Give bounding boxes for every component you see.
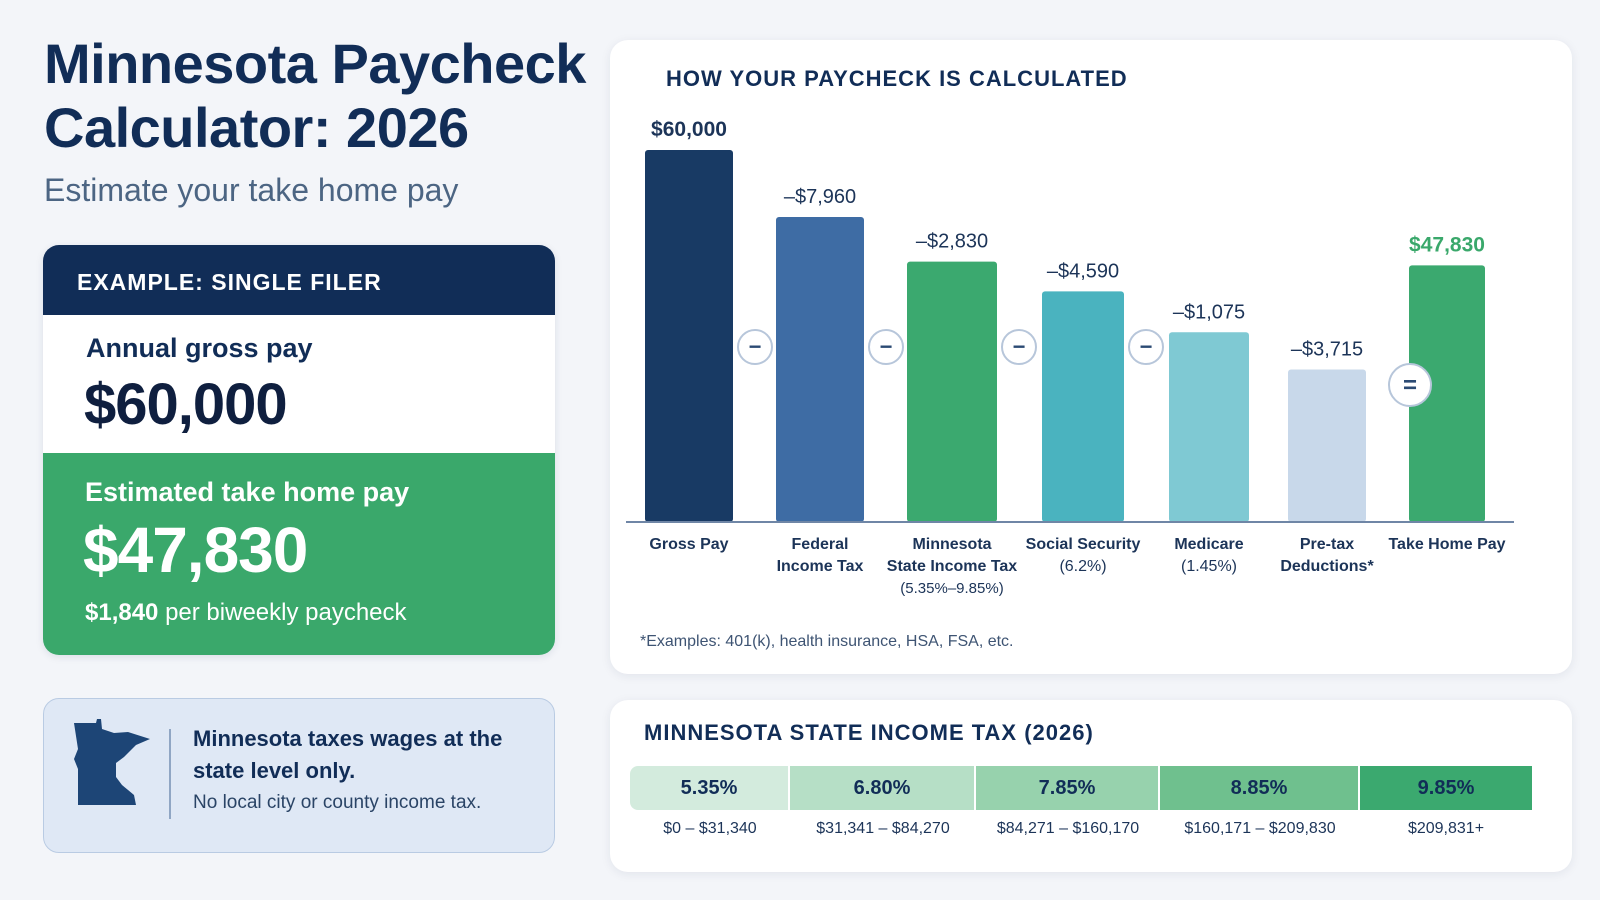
tax-bracket-bar: 5.35% 6.80% 7.85% 8.85% 9.85% [630,766,1552,810]
tax-bracket-rate: 9.85% [1360,766,1532,810]
bar-1 [776,216,864,522]
operator-symbol: = [1403,372,1417,399]
x-tick-label: Federal [792,536,849,553]
x-tick-label: Social Security [1026,536,1141,553]
gross-pay-value: $60,000 [84,372,288,437]
tax-bracket-range: $0 – $31,340 [663,820,757,837]
take-home-value: $47,830 [83,514,308,586]
tax-bracket-title: MINNESOTA STATE INCOME TAX (2026) [644,720,1094,745]
note-sub-text: No local city or county income tax. [193,792,482,813]
bar-3 [1042,291,1124,522]
x-tick-label: Pre-tax [1300,536,1354,553]
paycheck-chart-card: $60,000 Gross Pay –$7,960 Federal Income Tax… [610,40,1572,674]
minus-icon [1128,329,1164,365]
bar-value-label: $60,000 [651,118,727,141]
biweekly-suffix: per biweekly paycheck [158,599,407,626]
bar-4 [1169,332,1249,522]
bar-value-label: –$3,715 [1291,338,1363,360]
bar-value-label: $47,830 [1409,233,1485,256]
paycheck-chart: $60,000 Gross Pay –$7,960 Federal Income Tax… [626,118,1514,597]
page-title: Minnesota Paycheck Calculator: 2026 [44,32,586,159]
page-subtitle: Estimate your take home pay [44,172,459,208]
x-tick-label: Take Home Pay [1388,536,1505,553]
tax-bracket-range: $209,831+ [1407,820,1485,837]
x-tick-label: State Income Tax [887,558,1018,575]
bar-value-label: –$1,075 [1173,301,1245,323]
gross-pay-label: Annual gross pay [86,333,313,363]
x-tick-label: (5.35%–9.85%) [900,580,1003,597]
tax-bracket-card: MINNESOTA STATE INCOME TAX (2026) 5.35% 6… [610,700,1572,872]
bar-value-label: –$2,830 [916,231,988,253]
take-home-label: Estimated take home pay [85,477,410,507]
chart-footnote: *Examples: 401(k), health insurance, HSA… [640,633,1014,650]
bar-value-label: –$4,590 [1047,260,1119,282]
note-divider [169,729,171,819]
tax-bracket-rate: 8.85% [1160,766,1360,810]
operator-symbol: − [880,334,893,359]
x-tick-label: Medicare [1174,536,1243,553]
tax-bracket-ranges: $0 – $31,340 $31,341 – $84,270 $84,271 – $… [630,820,1552,838]
x-tick-label: Gross Pay [649,536,728,553]
state-tax-note: Minnesota taxes wages at the state level… [43,698,555,853]
chart-title: HOW YOUR PAYCHECK IS CALCULATED [666,66,1128,91]
bar-6 [1409,265,1485,522]
x-tick-label: (1.45%) [1181,558,1237,575]
example-card: EXAMPLE: SINGLE FILER Annual gross pay $… [43,245,555,655]
tax-bracket-range: $84,271 – $160,170 [996,820,1140,837]
note-bold-text: Minnesota taxes wages at the state level… [193,726,503,783]
bar-2 [907,261,997,522]
minus-icon [737,329,773,365]
example-heading: EXAMPLE: SINGLE FILER [43,245,555,315]
tax-bracket-rate: 7.85% [976,766,1160,810]
biweekly-amount: $1,840 [85,599,159,626]
operator-symbol: − [1140,334,1153,359]
bar-value-label: –$7,960 [784,186,856,208]
tax-bracket-range: $160,171 – $209,830 [1184,820,1336,837]
minus-icon [1001,329,1037,365]
x-tick-label: (6.2%) [1059,558,1106,575]
x-tick-label: Minnesota [912,536,991,553]
x-tick-label: Deductions* [1280,558,1374,575]
operator-symbol: − [1013,334,1026,359]
tax-bracket-range: $31,341 – $84,270 [816,820,950,837]
minus-icon [868,329,904,365]
operator-symbol: − [749,334,762,359]
bar-5 [1288,369,1366,522]
biweekly-paycheck: $1,840 per biweekly paycheck [85,599,407,627]
minnesota-map-icon [74,719,150,805]
x-tick-label: Income Tax [777,558,864,575]
equals-icon [1388,363,1432,407]
tax-bracket-rate: 5.35% [630,766,790,810]
tax-bracket-rate: 6.80% [790,766,976,810]
take-home-block: Estimated take home pay $47,830 $1,840 p… [43,453,555,655]
bar-0 [645,150,733,522]
